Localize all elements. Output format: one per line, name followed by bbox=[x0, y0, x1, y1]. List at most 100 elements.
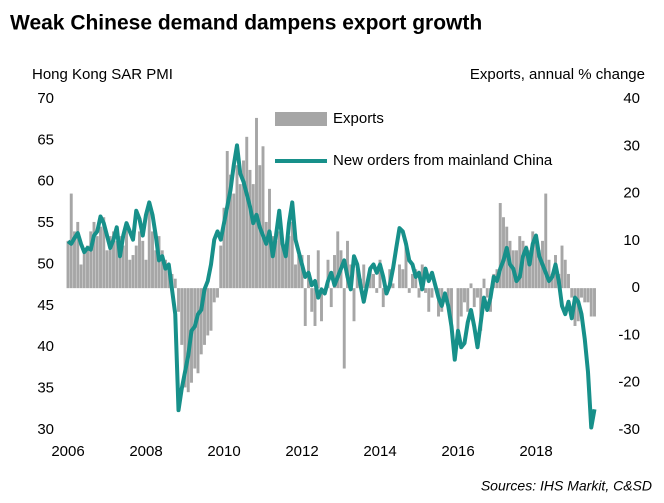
bar bbox=[329, 288, 333, 308]
bar bbox=[560, 245, 564, 289]
bar bbox=[164, 259, 167, 289]
bar bbox=[580, 288, 583, 298]
x-tick-label: 2016 bbox=[441, 443, 474, 460]
y2-tick-label: 10 bbox=[623, 232, 640, 249]
bar bbox=[173, 278, 177, 289]
bar bbox=[183, 288, 187, 388]
bar bbox=[222, 207, 226, 289]
y2-tick-label: -20 bbox=[618, 374, 640, 391]
bar bbox=[180, 288, 184, 345]
bar bbox=[151, 231, 154, 289]
bar bbox=[326, 259, 330, 289]
bar bbox=[264, 221, 268, 289]
bar bbox=[534, 236, 538, 289]
bar bbox=[287, 236, 291, 289]
bar bbox=[391, 283, 395, 289]
bar bbox=[450, 288, 453, 326]
bar bbox=[316, 250, 320, 289]
y2-tick-label: -30 bbox=[618, 421, 640, 438]
bar bbox=[427, 288, 431, 312]
bar bbox=[144, 259, 148, 289]
legend-label: Exports bbox=[333, 110, 384, 127]
bar bbox=[544, 193, 548, 289]
bar bbox=[261, 146, 265, 289]
y2-tick-label: 40 bbox=[623, 90, 640, 107]
x-tick-label: 2012 bbox=[285, 443, 318, 460]
bar bbox=[420, 264, 424, 289]
y-tick-label: 50 bbox=[37, 255, 54, 272]
chart-title: Weak Chinese demand dampens export growt… bbox=[10, 12, 482, 35]
bar bbox=[381, 288, 385, 308]
bar bbox=[375, 288, 379, 293]
y-axis-label: Hong Kong SAR PMI bbox=[32, 66, 173, 83]
bar bbox=[411, 273, 414, 289]
bar bbox=[238, 184, 242, 289]
bar bbox=[570, 288, 574, 298]
bar bbox=[108, 236, 112, 289]
bar bbox=[154, 250, 158, 289]
bar bbox=[232, 193, 236, 289]
y-tick-label: 55 bbox=[37, 214, 54, 231]
bar bbox=[95, 236, 99, 289]
bar bbox=[547, 259, 551, 289]
x-tick-label: 2018 bbox=[519, 443, 552, 460]
bar bbox=[76, 221, 80, 289]
bar bbox=[271, 236, 275, 289]
bar bbox=[112, 231, 115, 289]
bar bbox=[485, 288, 489, 298]
x-tick-label: 2006 bbox=[51, 443, 84, 460]
x-tick-label: 2010 bbox=[207, 443, 240, 460]
bar bbox=[583, 288, 587, 303]
bar bbox=[563, 259, 567, 289]
bar bbox=[255, 117, 258, 289]
bar bbox=[216, 288, 219, 298]
bar bbox=[482, 278, 486, 289]
bar bbox=[196, 288, 200, 374]
bar bbox=[355, 269, 359, 289]
bar bbox=[401, 269, 405, 289]
bar bbox=[459, 288, 463, 317]
bar bbox=[66, 240, 70, 289]
bar bbox=[203, 288, 206, 345]
y-tick-label: 70 bbox=[37, 90, 54, 107]
legend-swatch bbox=[275, 112, 327, 126]
y-tick-label: 30 bbox=[37, 421, 54, 438]
bar bbox=[79, 264, 83, 289]
bar bbox=[567, 273, 570, 289]
bar bbox=[333, 255, 336, 289]
bar bbox=[524, 245, 528, 289]
bar bbox=[281, 240, 284, 289]
bar bbox=[476, 288, 479, 298]
y2-tick-label: 20 bbox=[623, 185, 640, 202]
bar bbox=[245, 136, 249, 289]
bar bbox=[248, 169, 252, 289]
bar bbox=[118, 236, 122, 289]
bar bbox=[277, 231, 281, 289]
bar bbox=[518, 236, 522, 289]
y-tick-label: 60 bbox=[37, 173, 54, 190]
bar bbox=[466, 288, 470, 312]
bar bbox=[417, 288, 421, 298]
bar bbox=[378, 259, 382, 289]
bar bbox=[446, 288, 450, 308]
bar bbox=[336, 231, 340, 289]
bar bbox=[73, 231, 76, 289]
bar bbox=[498, 203, 502, 289]
bar bbox=[284, 245, 288, 289]
bar bbox=[531, 231, 535, 289]
bar bbox=[342, 288, 346, 369]
y2-tick-label: -10 bbox=[618, 326, 640, 343]
bar bbox=[404, 240, 408, 289]
bar bbox=[290, 221, 294, 289]
bar bbox=[212, 288, 216, 303]
bar bbox=[242, 160, 245, 289]
bar bbox=[235, 165, 239, 289]
bar bbox=[160, 250, 164, 289]
bar bbox=[472, 288, 476, 308]
bar bbox=[105, 250, 109, 289]
bar bbox=[92, 221, 96, 289]
bar bbox=[303, 288, 307, 326]
bar bbox=[424, 288, 427, 293]
bar bbox=[537, 250, 541, 289]
x-tick-label: 2008 bbox=[129, 443, 162, 460]
